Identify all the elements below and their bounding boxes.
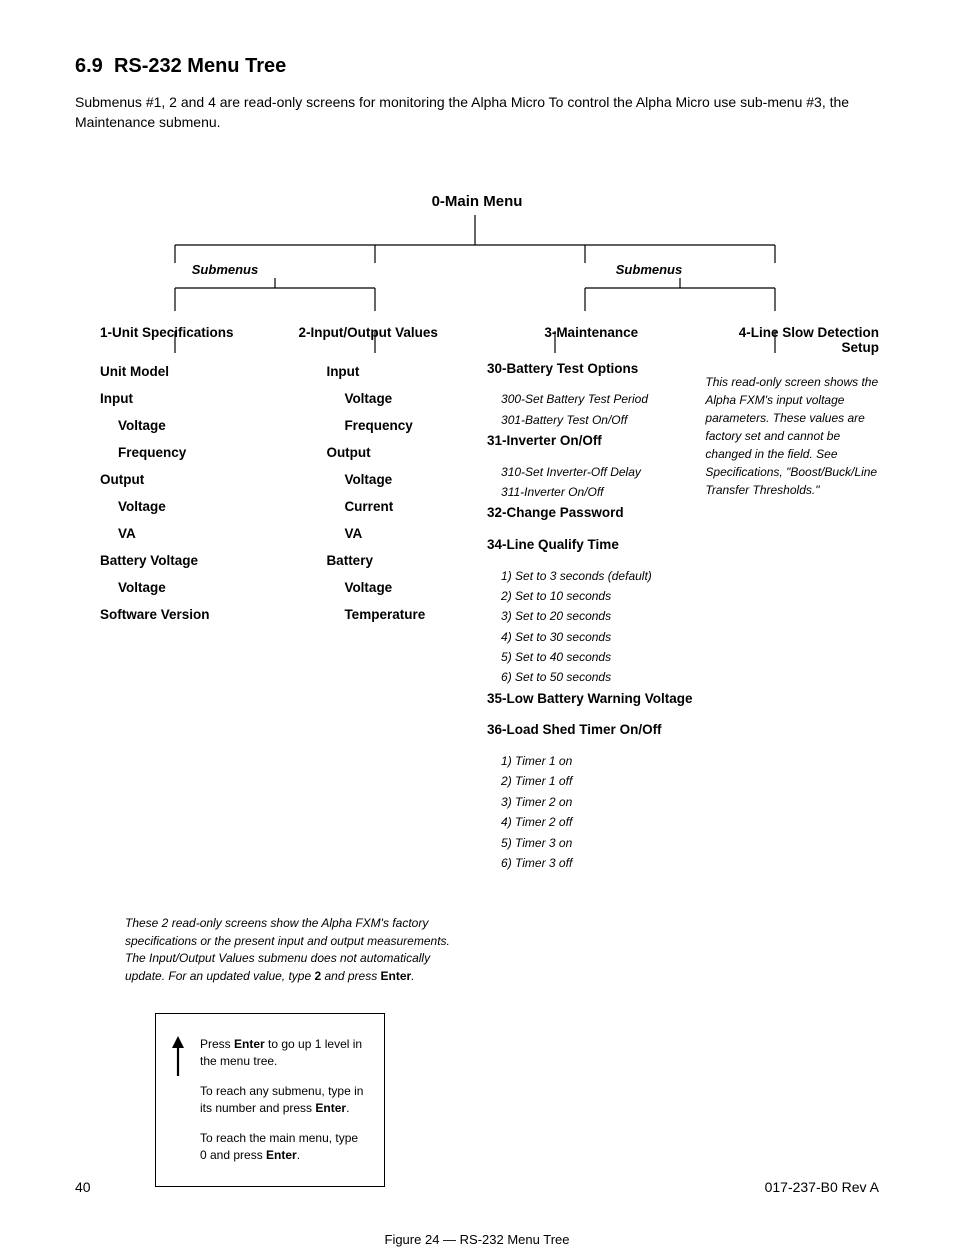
enter-l2b: Enter bbox=[315, 1101, 346, 1115]
maint-sub-item: 4) Timer 2 off bbox=[501, 812, 695, 832]
maint-sub-item: 5) Set to 40 seconds bbox=[501, 647, 695, 667]
maint-item: 30-Battery Test Options bbox=[487, 358, 695, 380]
spec-item: Input bbox=[100, 385, 298, 412]
maint-sub-item: 310-Set Inverter-Off Delay bbox=[501, 462, 695, 482]
spec-sub-item: Frequency bbox=[344, 412, 477, 439]
enter-line-3: To reach the main menu, type 0 and press… bbox=[200, 1130, 366, 1165]
spec-item: Unit Model bbox=[100, 358, 298, 385]
maint-item: 32-Change Password bbox=[487, 502, 695, 524]
col-maintenance: 3-Maintenance 30-Battery Test Options 300… bbox=[487, 325, 695, 874]
spec-item: Output bbox=[326, 439, 477, 466]
submenus-label-left: Submenus bbox=[75, 262, 375, 277]
maint-sub-item: 3) Set to 20 seconds bbox=[501, 606, 695, 626]
col1-body: Unit ModelInputVoltageFrequencyOutputVol… bbox=[100, 358, 298, 628]
enter-instructions-box: Press Enter to go up 1 level in the menu… bbox=[155, 1013, 385, 1187]
spec-item: Battery Voltage bbox=[100, 547, 298, 574]
spec-sub-item: VA bbox=[118, 520, 298, 547]
spec-sub-item: Voltage bbox=[118, 493, 298, 520]
spec-sub-item: Current bbox=[344, 493, 477, 520]
readonly-note-mid: and press bbox=[321, 969, 380, 983]
spec-sub-item: Voltage bbox=[344, 385, 477, 412]
submenus-row: Submenus Submenus bbox=[75, 262, 879, 277]
enter-l1b: Enter bbox=[234, 1037, 265, 1051]
spec-sub-item: Voltage bbox=[118, 574, 298, 601]
enter-l3b: Enter bbox=[266, 1148, 297, 1162]
maint-sub-item: 300-Set Battery Test Period bbox=[501, 389, 695, 409]
maint-sub-item: 3) Timer 2 on bbox=[501, 792, 695, 812]
col2-title: 2-Input/Output Values bbox=[298, 325, 477, 340]
intro-paragraph: Submenus #1, 2 and 4 are read-only scree… bbox=[75, 92, 879, 133]
enter-l3c: . bbox=[297, 1148, 300, 1162]
spec-item: Input bbox=[326, 358, 477, 385]
maint-sub-item: 6) Timer 3 off bbox=[501, 853, 695, 873]
readonly-note-suffix: . bbox=[411, 969, 414, 983]
col1-title: 1-Unit Specifications bbox=[100, 325, 298, 340]
spec-sub-item: Frequency bbox=[118, 439, 298, 466]
page-footer: 40 017-237-B0 Rev A bbox=[75, 1179, 879, 1195]
col-unit-specifications: 1-Unit Specifications Unit ModelInputVol… bbox=[100, 325, 298, 874]
spec-sub-item: Voltage bbox=[118, 412, 298, 439]
doc-id: 017-237-B0 Rev A bbox=[765, 1179, 879, 1195]
columns-row: 1-Unit Specifications Unit ModelInputVol… bbox=[75, 325, 879, 874]
up-arrow-icon bbox=[170, 1036, 186, 1078]
maint-item: 34-Line Qualify Time bbox=[487, 534, 695, 556]
menu-tree: 0-Main Menu Submenus Submenus 1-Unit bbox=[75, 193, 879, 1247]
col4-note: This read-only screen shows the Alpha FX… bbox=[705, 373, 879, 499]
submenus-label-right: Submenus bbox=[439, 262, 859, 277]
spec-item: Output bbox=[100, 466, 298, 493]
enter-line-1: Press Enter to go up 1 level in the menu… bbox=[200, 1036, 366, 1071]
readonly-note: These 2 read-only screens show the Alpha… bbox=[125, 915, 455, 985]
spec-item: Battery bbox=[326, 547, 477, 574]
section-heading: RS-232 Menu Tree bbox=[114, 55, 286, 77]
enter-l2c: . bbox=[346, 1101, 349, 1115]
page-number: 40 bbox=[75, 1179, 91, 1195]
maint-sub-item: 5) Timer 3 on bbox=[501, 833, 695, 853]
section-title: 6.9 RS-232 Menu Tree bbox=[75, 55, 879, 78]
enter-l1a: Press bbox=[200, 1037, 234, 1051]
maint-sub-item: 1) Set to 3 seconds (default) bbox=[501, 566, 695, 586]
col3-title: 3-Maintenance bbox=[487, 325, 695, 340]
enter-line-2: To reach any submenu, type in its number… bbox=[200, 1083, 366, 1118]
maint-sub-item: 6) Set to 50 seconds bbox=[501, 667, 695, 687]
col3-body: 30-Battery Test Options 300-Set Battery T… bbox=[487, 358, 695, 874]
maint-item: 31-Inverter On/Off bbox=[487, 430, 695, 452]
spec-sub-item: Temperature bbox=[344, 601, 477, 628]
col2-body: InputVoltageFrequencyOutputVoltageCurren… bbox=[326, 358, 477, 628]
main-menu-label: 0-Main Menu bbox=[75, 193, 879, 210]
maint-sub-item: 1) Timer 1 on bbox=[501, 751, 695, 771]
spec-sub-item: VA bbox=[344, 520, 477, 547]
col-line-slow-detection: 4-Line Slow Detection Setup This read-on… bbox=[705, 325, 879, 874]
maint-item: 35-Low Battery Warning Voltage bbox=[487, 688, 695, 710]
maint-sub-item: 301-Battery Test On/Off bbox=[501, 410, 695, 430]
spec-sub-item: Voltage bbox=[344, 574, 477, 601]
section-number: 6.9 bbox=[75, 55, 103, 77]
maint-item: 36-Load Shed Timer On/Off bbox=[487, 719, 695, 741]
maint-sub-item: 311-Inverter On/Off bbox=[501, 482, 695, 502]
col-input-output-values: 2-Input/Output Values InputVoltageFreque… bbox=[298, 325, 477, 874]
maint-sub-item: 4) Set to 30 seconds bbox=[501, 627, 695, 647]
maint-sub-item: 2) Set to 10 seconds bbox=[501, 586, 695, 606]
maint-sub-item: 2) Timer 1 off bbox=[501, 771, 695, 791]
spec-item: Software Version bbox=[100, 601, 298, 628]
col4-title: 4-Line Slow Detection Setup bbox=[705, 325, 879, 355]
readonly-note-kw2: Enter bbox=[381, 969, 412, 983]
spec-sub-item: Voltage bbox=[344, 466, 477, 493]
